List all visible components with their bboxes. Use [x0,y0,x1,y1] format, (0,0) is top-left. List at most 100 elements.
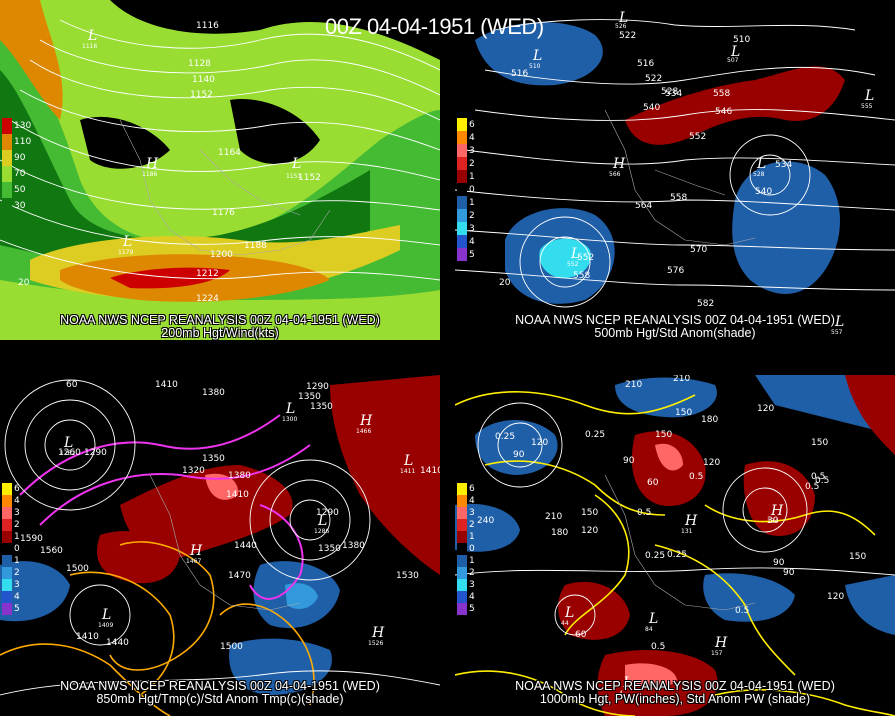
contour-label: 1176 [212,208,235,218]
contour-label: 0.25 [645,551,665,561]
contour-label: 558 [713,89,730,99]
anom-blue-nw [475,420,558,475]
contour-label: 90 [513,450,525,460]
anom-blue-n [615,377,717,418]
wind-black-gap [80,116,170,169]
center-value: 555 [861,103,873,110]
legend-label: 3 [469,145,475,156]
contour-label: 1410 [420,466,440,476]
contour-label: 1224 [196,294,219,304]
contour-label: 150 [811,438,828,448]
contour-label: 150 [655,430,672,440]
legend-swatch [2,166,12,182]
legend-label: 1 [14,556,20,566]
center-value: 557 [831,329,843,336]
contour-label: 1188 [244,241,267,251]
pressure-centers-850mb: L 1262 H 1466 L 1411 L 1300 H 1467 L 128… [60,401,415,647]
contour-label: 1116 [196,21,219,31]
contour-label: 90 [773,558,785,568]
legend-swatch [457,591,467,603]
legend-swatch [457,144,467,157]
contour-label: 1380 [342,541,365,551]
contour-label: 534 [775,160,792,170]
contour-label: 1410 [76,632,99,642]
legend-label: 2 [14,568,20,578]
panel-500mb-height: 522 516 516 522 528 534 540 546 552 540 … [455,0,895,340]
legend-label: 4 [469,132,475,143]
contour-label: 0.5 [735,606,749,616]
center-value: 526 [615,23,627,30]
panel-200mb-wind: 1116 1128 1140 1152 1164 1152 1176 1188 … [0,0,440,340]
contour-label: 90 [783,568,795,578]
panel-caption: NOAA NWS NCEP REANALYSIS 00Z 04-04-1951 … [455,680,895,706]
center-value: 1186 [142,171,157,178]
center-letter: H [359,413,373,429]
contour-label: 180 [701,415,718,425]
contour-label: 0.5 [811,472,825,482]
panel-caption: NOAA NWS NCEP REANALYSIS 00Z 04-04-1951 … [0,680,440,706]
contour-label: 60 [647,478,659,488]
contour-label: 0.25 [667,550,687,560]
legend-label: 90 [14,153,26,163]
center-value: 1409 [98,622,113,629]
center-letter: L [864,88,874,104]
legend-swatch [2,591,12,603]
panel-caption: NOAA NWS NCEP REANALYSIS 00Z 04-04-1951 … [455,314,895,340]
contour-label: 582 [697,299,714,309]
panel-1000mb-pw: 210 210 150 180 0.25 120 90 0.25 150 120… [455,375,895,716]
center-letter: H [371,625,385,641]
contour-label: 1380 [202,388,225,398]
legend-swatch [457,209,467,222]
center-value: 1467 [186,558,201,565]
legend-label: 2 [469,520,475,530]
contour-label: 210 [673,375,690,384]
center-letter: H [189,543,203,559]
contour-label: 0.25 [585,430,605,440]
center-value: 1151 [286,173,301,180]
contour-label: 1530 [396,571,419,581]
legend-swatch [457,507,467,519]
contour-label: 120 [757,404,774,414]
pressure-centers-500mb: L 510 L 526 L 507 L 555 H 566 L 528 L 55… [529,10,874,336]
center-letter: H [145,156,159,172]
legend-label: 6 [469,484,475,494]
center-letter: L [63,435,73,451]
center-letter: L [285,401,295,417]
legend-swatch [457,118,467,131]
legend-label: 2 [469,210,475,221]
contour-label: 120 [531,438,548,448]
wind-shade-red [110,267,230,289]
contour-label: 546 [715,107,732,117]
legend-1000mb: 6 4 3 2 1 0 1 2 3 4 5 [457,483,475,615]
anom-blue-s [229,638,332,695]
legend-swatch [457,235,467,248]
contour-label: 534 [665,89,682,99]
center-letter: H [612,156,626,172]
center-letter: L [122,234,132,250]
contour-label: 240 [477,516,494,526]
legend-label: 4 [469,592,475,602]
contour-labels-850mb: 60 1290 1410 1380 1350 1350 1320 1380 13… [20,380,440,652]
legend-label: 5 [14,604,20,614]
map-850mb: 60 1290 1410 1380 1350 1350 1320 1380 13… [0,375,440,716]
legend-label: 70 [14,169,26,179]
legend-label: 3 [469,508,475,518]
pressure-centers-200mb: L 1116 H 1186 L 1151 L 1179 [82,28,301,256]
contour-label: 1140 [192,75,215,85]
contour-label: 1350 [298,392,321,402]
legend-label: 5 [469,604,475,614]
contour-label: 1470 [228,571,251,581]
contour-label: 120 [581,526,598,536]
contour-label: 1290 [306,382,329,392]
legend-label: 4 [469,236,475,247]
center-value: 507 [727,57,739,64]
panel-caption: NOAA NWS NCEP REANALYSIS 00Z 04-04-1951 … [0,314,440,340]
center-value: 1411 [400,468,415,475]
map-200mb: 1116 1128 1140 1152 1164 1152 1176 1188 … [0,0,440,340]
legend-label: 110 [14,137,32,147]
contour-label: 180 [551,528,568,538]
center-letter: H [714,635,728,651]
legend-label: 3 [469,580,475,590]
legend-label: 0 [14,544,20,554]
caption-line1: NOAA NWS NCEP REANALYSIS 00Z 04-04-1951 … [515,313,835,327]
